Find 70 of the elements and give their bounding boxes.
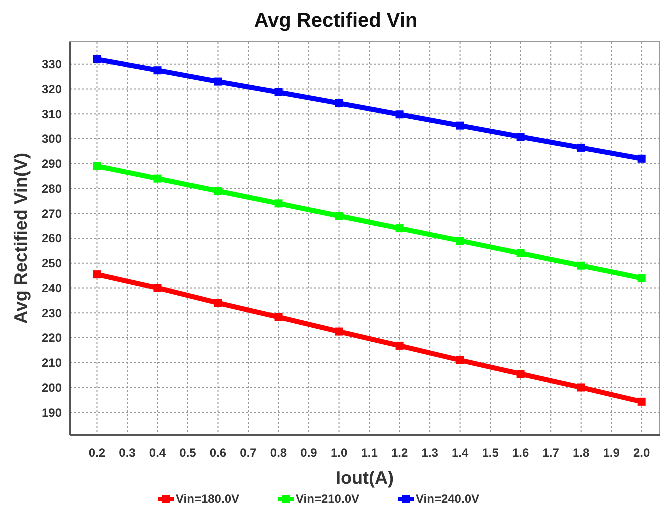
point [274,88,283,96]
x-tick-label: 1.4 [452,446,469,460]
x-tick-label: 1.5 [482,446,500,460]
x-tick-label: 0.2 [88,446,106,460]
x-tick-label: 1.3 [422,446,439,460]
point [154,174,162,183]
y-tick-label: 320 [42,82,62,96]
y-tick-label: 250 [42,256,62,271]
y-tick-label: 210 [42,356,62,370]
y-tick-label: 220 [42,331,62,346]
legend-label: Vin=240.0V [416,492,480,506]
y-tick-label: 200 [42,380,62,395]
point [577,384,586,392]
x-tick-label: 1.7 [542,446,560,460]
x-tick-label: 1.2 [391,446,408,460]
y-tick-label: 270 [42,206,62,221]
x-tick-label: 1.9 [603,446,620,460]
y-tick-label: 290 [42,157,62,172]
point [214,299,222,308]
point [577,144,586,152]
y-axis-title: Avg Rectified Vin(V) [11,152,31,324]
x-tick-label: 0.9 [300,446,318,460]
point [577,262,586,270]
y-tick-label: 330 [42,58,62,72]
x-axis-title: Iout(A) [336,468,394,488]
y-tick-label: 240 [42,281,62,296]
x-tick-label: 0.6 [210,446,227,460]
point [93,270,102,279]
point [516,249,525,258]
x-tick-label: 2.0 [634,446,651,460]
x-tick-label: 0.4 [149,446,166,460]
legend-label: Vin=180.0V [176,492,240,506]
x-tick-label: 0.3 [119,446,136,460]
point [93,55,102,64]
x-tick-label: 1.6 [512,446,530,460]
point [516,370,525,378]
point [335,212,344,220]
point [396,224,404,233]
point [93,162,102,170]
point [516,133,525,142]
point [335,328,344,336]
chart-title: Avg Rectified Vin [254,10,418,32]
point [274,313,283,322]
x-tick-label: 0.7 [240,446,258,460]
point [154,284,162,292]
y-tick-label: 280 [42,182,62,196]
point [456,356,464,364]
point [214,187,222,196]
y-tick-label: 230 [42,306,62,320]
point [456,122,464,130]
point [396,110,404,119]
x-tick-label: 1.1 [361,446,378,460]
x-tick-label: 0.5 [180,446,197,460]
point [638,398,646,406]
y-tick-label: 260 [42,232,62,246]
y-tick-label: 310 [42,107,62,122]
x-tick-label: 1.0 [330,446,348,460]
point [638,154,646,163]
point [274,200,283,208]
point [456,236,464,245]
legend-label: Vin=210.0V [296,492,360,506]
x-tick-label: 0.8 [270,446,288,460]
y-tick-label: 190 [42,406,62,420]
point [396,342,404,350]
point [335,99,344,108]
y-tick-label: 300 [42,132,62,146]
point [638,274,646,282]
x-tick-label: 1.8 [572,446,590,460]
point [154,66,162,75]
point [214,78,222,86]
